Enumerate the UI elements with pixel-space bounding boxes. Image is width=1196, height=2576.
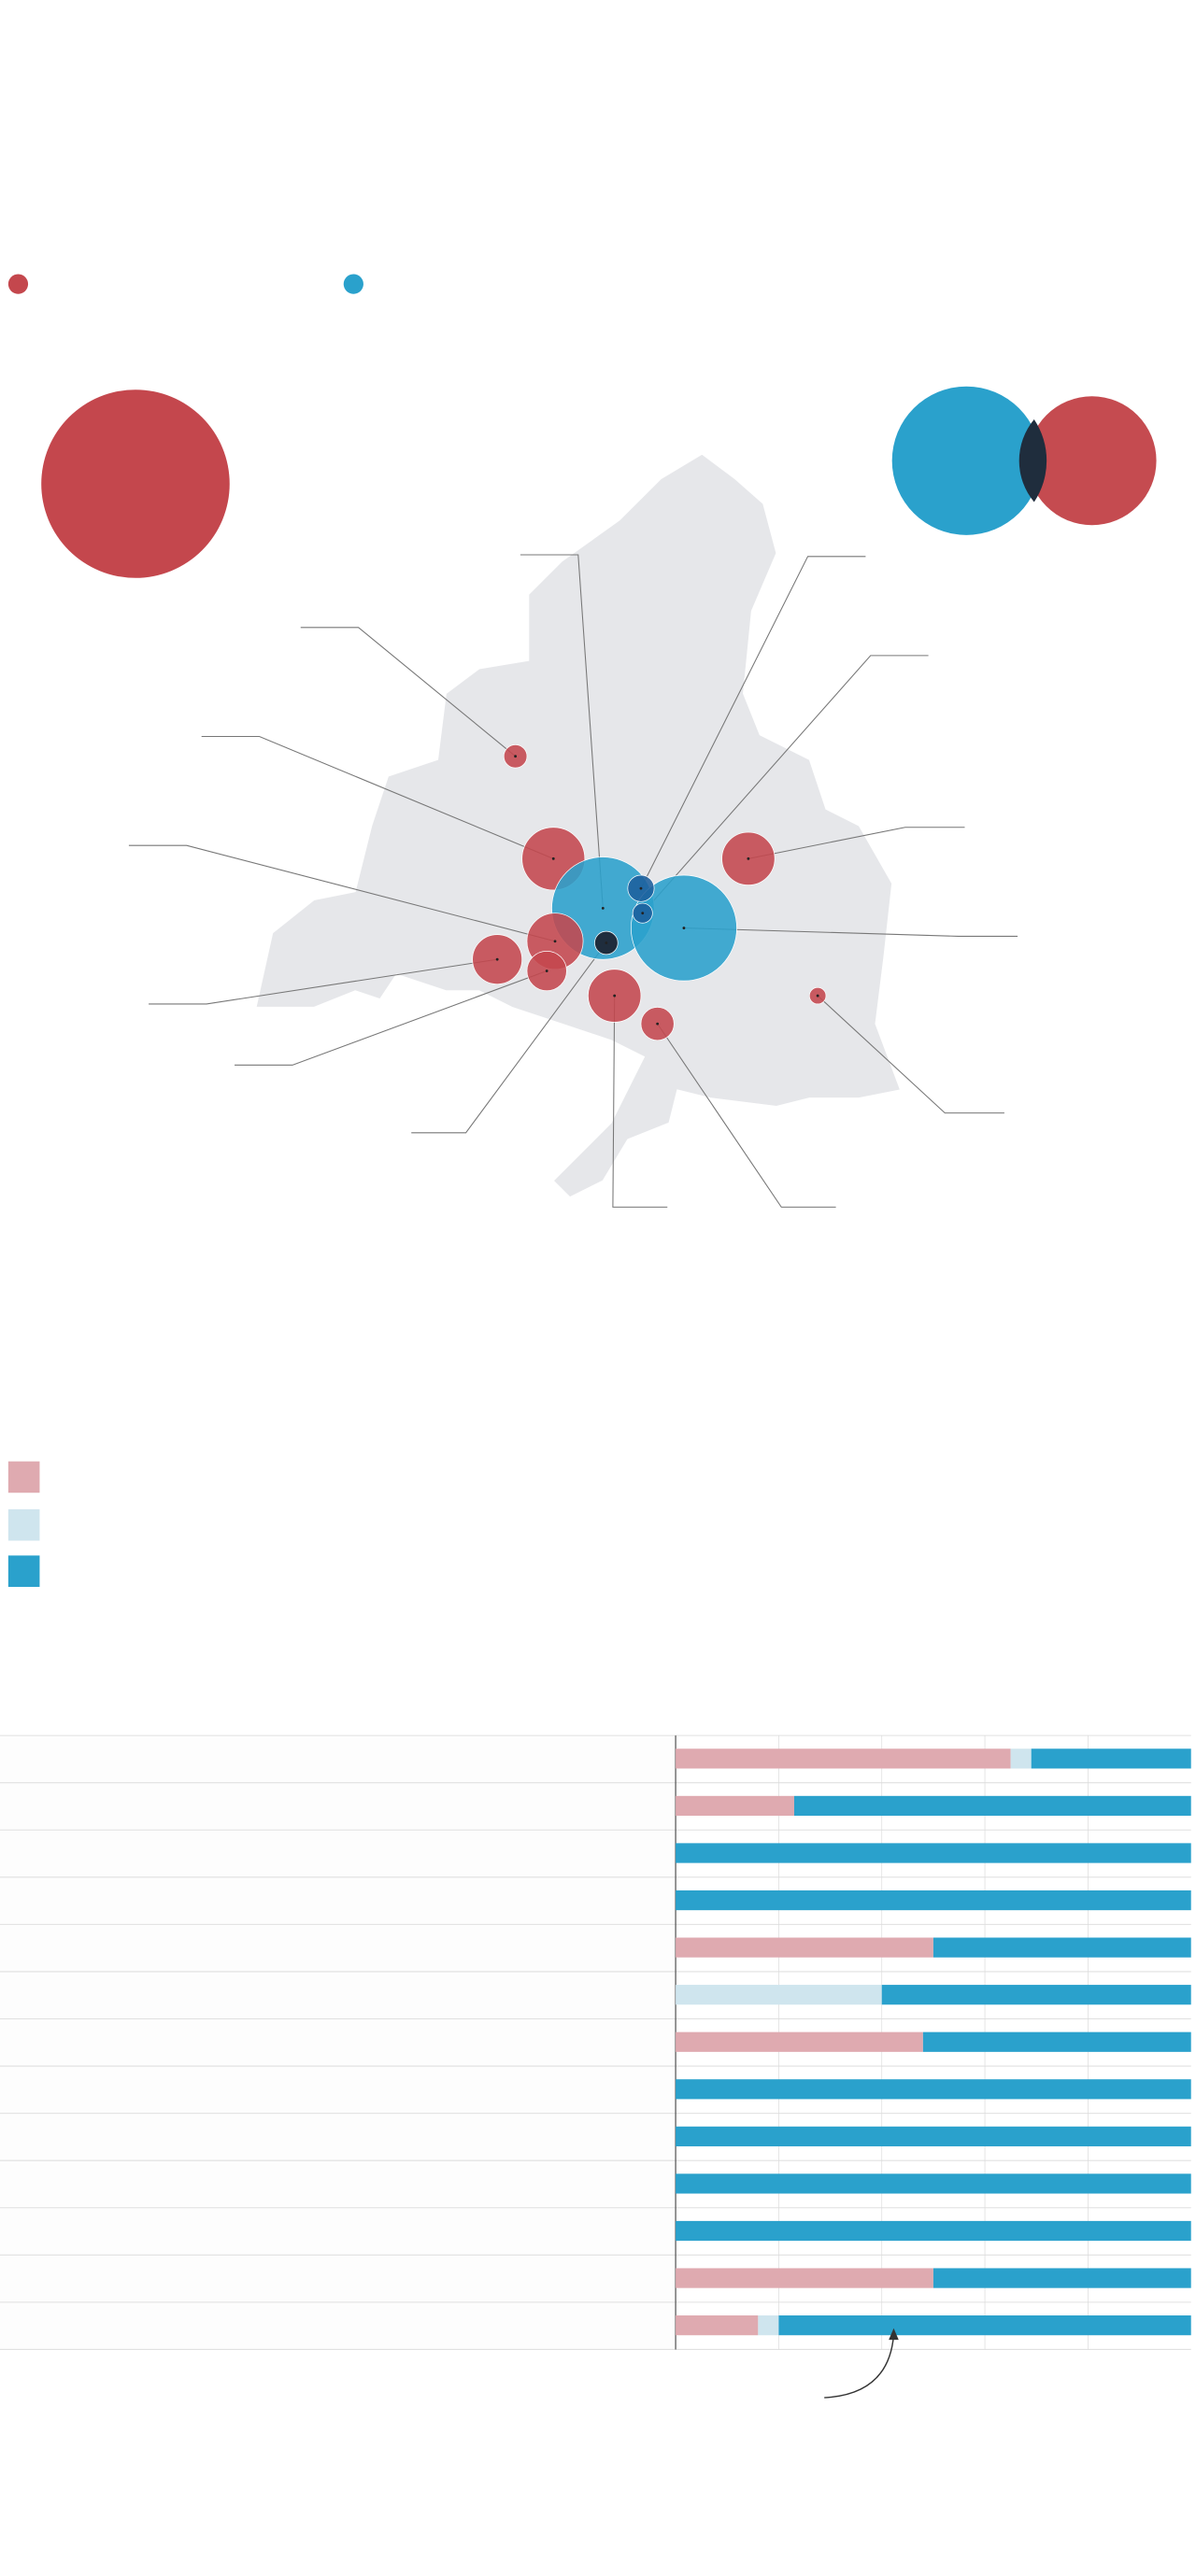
bar-blue-row-12: [933, 2268, 1191, 2288]
leader-line: [683, 927, 1018, 937]
leader-line: [642, 655, 929, 914]
bar-blue-row-10: [676, 2173, 1191, 2194]
leader-line: [235, 970, 548, 1066]
label-column-bg: [0, 1735, 676, 2350]
legend-top: [7, 274, 363, 294]
leader-line: [817, 995, 1004, 1114]
leader-line: [657, 1023, 836, 1208]
bar-pink-row-5: [676, 1937, 933, 1958]
bubble-center-dot: [747, 856, 750, 860]
size-legend: [41, 386, 1157, 578]
leader-line: [149, 958, 498, 1005]
bar-pink-row-12: [676, 2268, 933, 2288]
blue-swatch-icon: [7, 1555, 40, 1587]
bar-blue-row-5: [933, 1937, 1191, 1958]
size-legend-red-circle-2: [1027, 396, 1157, 526]
leader-line: [612, 996, 668, 1208]
bar-pink-row-7: [676, 2031, 923, 2052]
legend-bottom: [7, 1461, 40, 1587]
leader-line: [748, 827, 965, 859]
bubble-center-dot: [656, 1022, 660, 1026]
leader-line: [128, 844, 556, 942]
bar-light-blue-row-1: [1010, 1748, 1032, 1769]
leader-lines: [128, 554, 1018, 1208]
bubble-center-dot: [613, 994, 617, 998]
bar-blue-row-7: [922, 2031, 1191, 2052]
bubble-center-dot: [639, 886, 643, 890]
bar-blue-row-11: [676, 2220, 1191, 2242]
bubble-center-dot: [682, 927, 686, 930]
bubble-center-dot: [816, 994, 819, 998]
bar-pink-row-2: [676, 1795, 794, 1817]
bar-pink-row-1: [676, 1748, 1011, 1769]
bar-pink-row-13: [676, 2315, 759, 2336]
bubble-center-dot: [551, 856, 555, 860]
size-legend-blue-circle: [891, 386, 1041, 535]
bubble-center-dot: [553, 940, 557, 943]
leader-line: [640, 556, 866, 889]
bar-blue-row-9: [676, 2126, 1191, 2146]
bubble-center-dot: [545, 970, 548, 972]
light-blue-swatch-icon: [7, 1508, 40, 1541]
bubble-center-dot: [605, 941, 608, 944]
bar-blue-row-13: [778, 2315, 1191, 2336]
leader-line: [201, 735, 554, 859]
pink-swatch-icon: [7, 1461, 40, 1493]
bar-blue-row-4: [676, 1890, 1191, 1911]
blue-dot-icon: [343, 274, 363, 294]
annotation-arrow: [824, 2334, 895, 2399]
bubble-center-dot: [601, 906, 605, 910]
leader-line: [520, 554, 604, 909]
madrid-region-map: [255, 453, 902, 1198]
red-dot-icon: [7, 274, 29, 294]
leader-line: [411, 942, 607, 1134]
map-bubbles: [472, 743, 827, 1041]
bar-blue-row-6: [881, 1985, 1191, 2005]
bar-blue-row-2: [793, 1795, 1191, 1817]
bar-blue-row-1: [1031, 1748, 1191, 1769]
leader-line: [300, 627, 516, 757]
bubble-center-dot: [514, 755, 518, 758]
bar-blue-row-8: [676, 2079, 1191, 2100]
size-legend-overlap: [1018, 419, 1047, 502]
bar-chart: [0, 1734, 1191, 2350]
bubble-center-dot: [641, 912, 645, 915]
size-legend-red-circle: [41, 389, 230, 578]
arrowhead-icon: [889, 2328, 899, 2341]
bubble-center-dot: [495, 957, 499, 961]
bar-light-blue-row-6: [676, 1985, 882, 2005]
bar-blue-row-3: [676, 1843, 1191, 1863]
bar-light-blue-row-13: [758, 2315, 779, 2336]
